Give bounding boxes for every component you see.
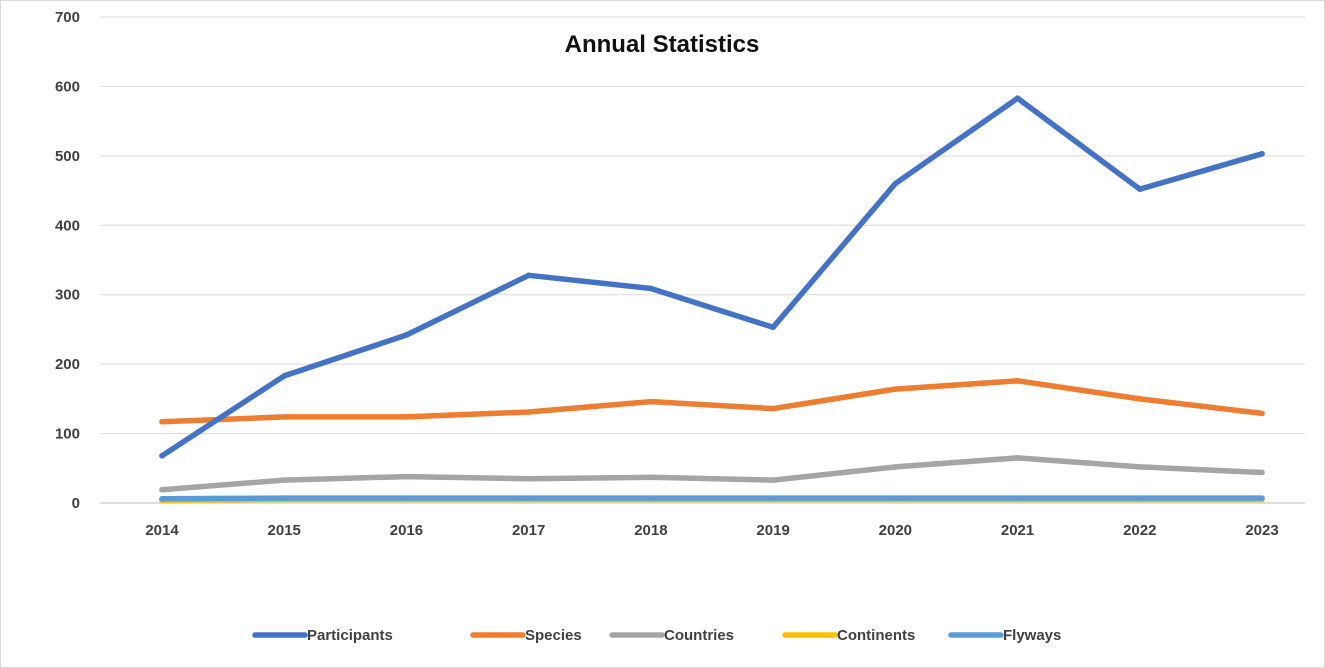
data-point-participants bbox=[403, 332, 410, 338]
data-point-countries bbox=[525, 475, 532, 482]
legend-label-countries: Countries bbox=[664, 627, 734, 644]
data-point-countries bbox=[892, 464, 899, 470]
data-point-participants bbox=[525, 272, 532, 279]
chart-title: Annual Statistics bbox=[565, 31, 760, 58]
series-line-countries bbox=[159, 455, 1265, 493]
y-axis: 0 100 200 300 400 500 600 700 bbox=[55, 9, 80, 512]
data-point-participants bbox=[1014, 95, 1021, 102]
data-point-species bbox=[1014, 378, 1021, 384]
data-point-participants bbox=[1259, 150, 1265, 157]
data-point-countries bbox=[403, 473, 410, 480]
y-tick-label: 100 bbox=[55, 426, 80, 443]
data-point-flyways bbox=[525, 495, 532, 501]
x-tick-label: 2018 bbox=[634, 522, 667, 539]
data-point-participants bbox=[281, 373, 288, 379]
data-point-countries bbox=[159, 487, 165, 493]
x-tick-label: 2023 bbox=[1245, 522, 1278, 539]
data-point-flyways bbox=[1136, 495, 1143, 501]
data-point-species bbox=[892, 386, 899, 392]
data-point-countries bbox=[1014, 455, 1021, 461]
x-tick-label: 2016 bbox=[390, 522, 423, 539]
data-point-species bbox=[1136, 396, 1143, 402]
x-tick-label: 2014 bbox=[145, 522, 179, 539]
y-tick-label: 600 bbox=[55, 78, 80, 95]
data-point-countries bbox=[648, 474, 654, 481]
data-point-flyways bbox=[159, 496, 165, 502]
x-axis: 2014 2015 2016 2017 2018 2019 2020 2021 2022 2023 bbox=[145, 522, 1278, 539]
x-tick-label: 2022 bbox=[1123, 522, 1156, 539]
data-point-species bbox=[525, 409, 532, 415]
legend-label-continents: Continents bbox=[837, 627, 915, 644]
y-tick-label: 200 bbox=[55, 356, 80, 373]
data-point-flyways bbox=[770, 495, 776, 501]
x-tick-label: 2017 bbox=[512, 522, 545, 539]
data-point-countries bbox=[1259, 469, 1265, 476]
gridlines bbox=[100, 16, 1305, 504]
data-point-countries bbox=[281, 477, 288, 483]
x-tick-label: 2019 bbox=[756, 522, 789, 539]
data-point-countries bbox=[770, 477, 776, 483]
y-tick-label: 0 bbox=[72, 495, 80, 512]
data-point-participants bbox=[770, 324, 776, 331]
data-point-participants bbox=[1136, 186, 1143, 192]
y-tick-label: 500 bbox=[55, 148, 80, 165]
data-point-flyways bbox=[892, 495, 899, 501]
series-line-flyways bbox=[159, 495, 1265, 502]
data-point-flyways bbox=[281, 495, 288, 501]
data-point-species bbox=[281, 414, 288, 420]
data-point-species bbox=[403, 414, 410, 420]
y-tick-label: 300 bbox=[55, 287, 80, 304]
data-point-flyways bbox=[403, 495, 410, 501]
data-point-species bbox=[159, 418, 165, 425]
data-point-species bbox=[770, 405, 776, 412]
y-tick-label: 700 bbox=[55, 9, 80, 26]
data-point-flyways bbox=[648, 495, 654, 501]
data-point-species bbox=[1259, 410, 1265, 417]
series-line-participants bbox=[159, 95, 1265, 459]
y-tick-label: 400 bbox=[55, 217, 80, 234]
x-tick-label: 2020 bbox=[879, 522, 912, 539]
data-point-countries bbox=[1136, 464, 1143, 470]
legend-label-flyways: Flyways bbox=[1003, 627, 1061, 644]
legend: Participants Species Countries Continents Fl… bbox=[252, 627, 1061, 644]
data-point-flyways bbox=[1259, 495, 1265, 501]
series-line-species bbox=[159, 378, 1265, 425]
data-point-participants bbox=[892, 180, 899, 187]
x-tick-label: 2015 bbox=[268, 522, 301, 539]
x-tick-label: 2021 bbox=[1001, 522, 1034, 539]
data-point-species bbox=[648, 398, 654, 405]
data-point-participants bbox=[159, 452, 165, 459]
series-lines bbox=[159, 95, 1265, 504]
legend-label-participants: Participants bbox=[307, 627, 393, 644]
data-point-flyways bbox=[1014, 495, 1021, 501]
data-point-participants bbox=[648, 285, 654, 292]
legend-label-species: Species bbox=[525, 627, 582, 644]
